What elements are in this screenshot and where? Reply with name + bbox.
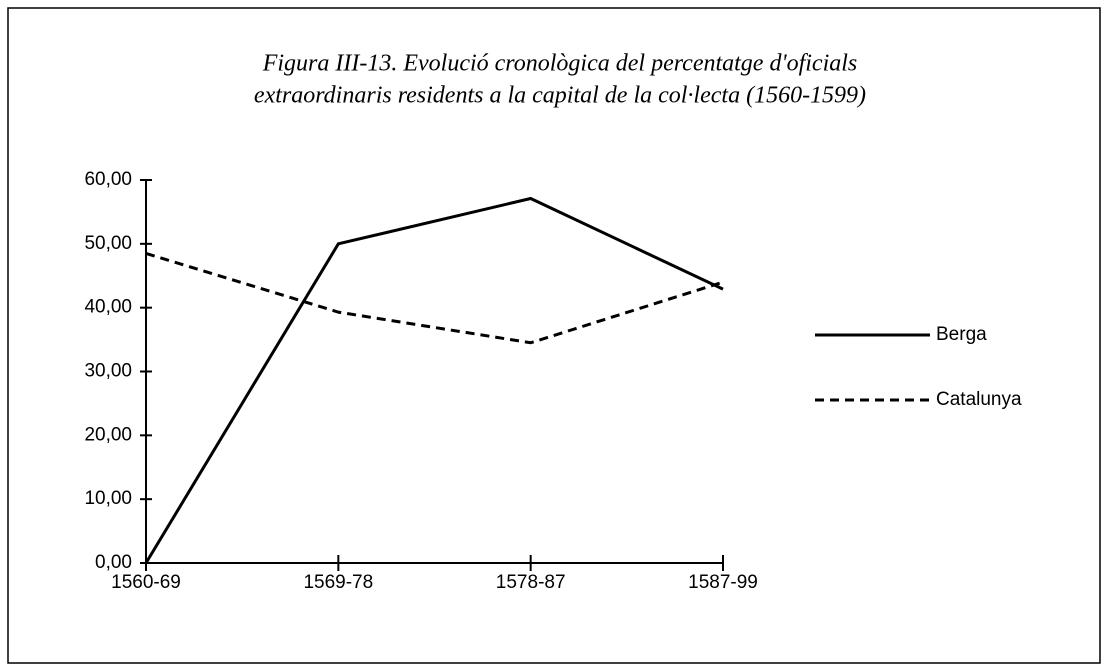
y-tick-label: 0,00 — [95, 552, 132, 573]
y-tick-label: 10,00 — [84, 488, 132, 509]
y-tick-label: 20,00 — [84, 424, 132, 445]
x-tick-label: 1569-78 — [303, 572, 373, 593]
frame — [7, 7, 1101, 664]
chart-title: Figura III-13. Evolució cronològica del … — [262, 51, 858, 77]
chart-title: extraordinaris residents a la capital de… — [254, 83, 866, 109]
series-line — [145, 251, 724, 345]
legend-label: Catalunya — [936, 389, 1022, 410]
y-tick-label: 60,00 — [84, 169, 132, 190]
series-line — [144, 196, 724, 564]
legend-label: Berga — [936, 324, 987, 345]
x-tick-label: 1560-69 — [111, 572, 181, 593]
y-tick-label: 40,00 — [84, 297, 132, 318]
y-tick-label: 50,00 — [84, 233, 132, 254]
y-tick-label: 30,00 — [84, 361, 132, 382]
x-tick-label: 1587-99 — [688, 572, 758, 593]
x-tick-label: 1578-87 — [496, 572, 566, 593]
